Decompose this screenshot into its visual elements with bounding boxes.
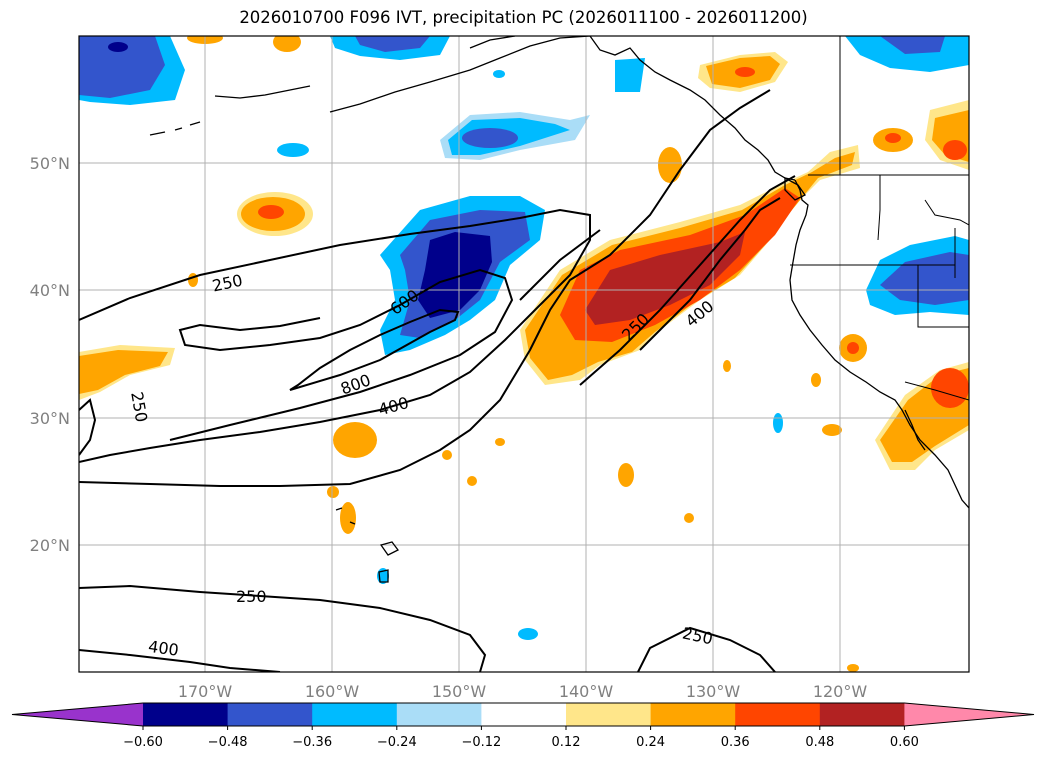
colorbar: −0.60 −0.48 −0.36 −0.24 −0.12 0.12 0.24 0.36 0.4…: [11, 702, 1035, 750]
colorbar-tick-label: −0.36: [292, 735, 332, 750]
colorbar-segment: [312, 703, 398, 726]
lat-label: 40°N: [30, 281, 70, 300]
lat-label: 50°N: [30, 154, 70, 173]
latitude-labels: 50°N 40°N 30°N 20°N: [30, 154, 70, 555]
colorbar-segment: [566, 703, 652, 726]
lat-label: 20°N: [30, 536, 70, 555]
colorbar-segment: [227, 703, 313, 726]
lat-label: 30°N: [30, 409, 70, 428]
lon-label: 160°W: [305, 682, 360, 701]
lon-label: 130°W: [686, 682, 741, 701]
map-content: 250 600 800 400 250 400 250 250 400 250: [79, 36, 969, 672]
map-frame: [78, 35, 970, 673]
colorbar-segment: [396, 703, 482, 726]
colorbar-segment: [650, 703, 736, 726]
colorbar-tick-label: 0.60: [890, 735, 919, 750]
lon-label: 150°W: [432, 682, 487, 701]
negative-anomaly-northwest: [79, 36, 185, 105]
longitude-labels: 170°W 160°W 150°W 140°W 130°W 120°W: [178, 682, 868, 701]
colorbar-extend-high: [904, 703, 1034, 726]
lon-label: 170°W: [178, 682, 233, 701]
negative-anomaly-north: [277, 36, 645, 157]
colorbar-tick-label: −0.12: [461, 735, 501, 750]
contour-label: 400: [147, 637, 180, 660]
colorbar-tick-label: 0.24: [636, 735, 665, 750]
colorbar-tick-label: 0.12: [552, 735, 581, 750]
colorbar-tick-label: −0.48: [208, 735, 248, 750]
lon-label: 120°W: [813, 682, 868, 701]
colorbar-segment: [735, 703, 821, 726]
negative-anomaly-gulf: [440, 112, 590, 160]
graticule: [79, 36, 969, 672]
colorbar-segment: [819, 703, 905, 726]
contour-label: 250: [236, 587, 267, 606]
map-title: 2026010700 F096 IVT, precipitation PC (2…: [239, 8, 808, 27]
colorbar-tick-label: −0.24: [377, 735, 417, 750]
colorbar-tick-label: 0.36: [721, 735, 750, 750]
colorbar-segment: [143, 703, 229, 726]
ivt-contours: [79, 89, 796, 672]
colorbar-tick-label: 0.48: [805, 735, 834, 750]
coastlines: [149, 36, 969, 583]
positive-anomaly-plume: [520, 145, 860, 385]
colorbar-segment: [481, 703, 567, 726]
positive-anomaly-small: [79, 36, 969, 672]
lon-label: 140°W: [559, 682, 614, 701]
colorbar-tick-label: −0.60: [123, 735, 163, 750]
colorbar-extend-low: [12, 703, 143, 726]
political-borders: [790, 36, 969, 401]
